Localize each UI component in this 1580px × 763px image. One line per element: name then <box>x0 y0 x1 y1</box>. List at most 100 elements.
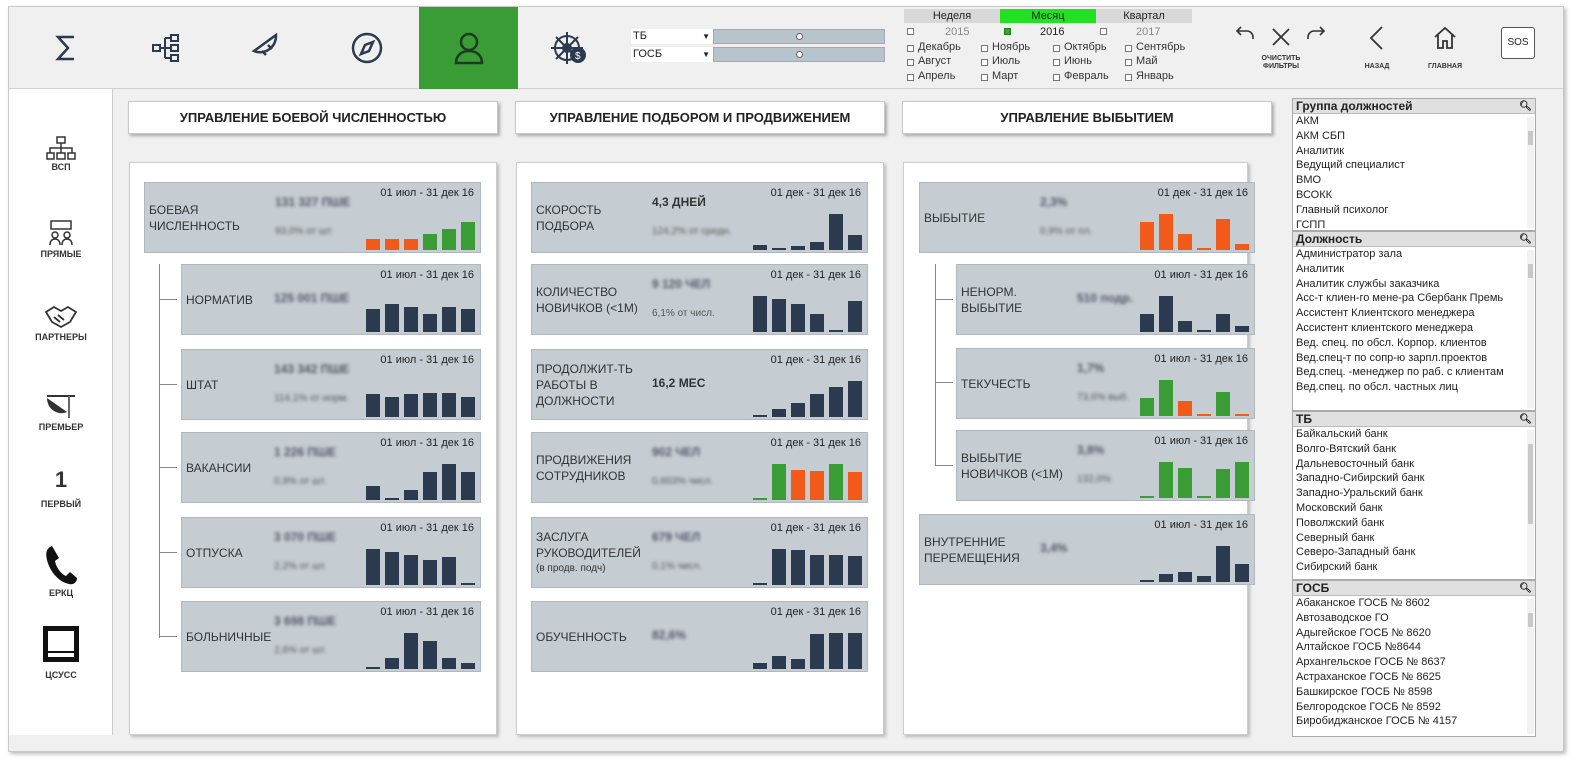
kpi-card[interactable]: ВЫБЫТИЕ НОВИЧКОВ (<1M) 3,8% 132,0% 01 июл -… <box>956 430 1255 501</box>
sigma-icon[interactable] <box>17 7 117 89</box>
sidebar-item-partners[interactable]: ПАРТНЕРЫ <box>9 304 113 342</box>
tab-month[interactable]: Месяц <box>1000 9 1096 23</box>
back-button[interactable]: НАЗАД <box>1359 25 1395 70</box>
month-checkbox[interactable] <box>1125 45 1132 52</box>
redo-icon[interactable] <box>1305 25 1327 43</box>
scrollbar[interactable] <box>1527 117 1534 228</box>
sidebar-item-csus[interactable]: ЦСУСС <box>9 624 113 680</box>
month-checkbox[interactable] <box>981 59 988 66</box>
scrollbar[interactable] <box>1527 430 1534 577</box>
kpi-card[interactable]: ПРОДВИЖЕНИЯ СОТРУДНИКОВ 902 ЧЕЛ 0,603% чис… <box>531 432 868 503</box>
listbox-gosb[interactable]: ГОСБ 🔍︎ Абаканское ГОСБ № 8602 Автозаводско… <box>1292 580 1536 737</box>
search-icon[interactable]: 🔍︎ <box>1519 234 1532 245</box>
clear-filters-button[interactable]: ОЧИСТИТЬ ФИЛЬТРЫ <box>1258 27 1304 71</box>
search-icon[interactable]: 🔍︎ <box>1519 583 1532 594</box>
listbox-item[interactable]: Поволжский банк <box>1296 516 1385 529</box>
listbox-item[interactable]: Вед.спец-т по сопр-ю зарпл.проектов <box>1296 351 1488 364</box>
listbox-item[interactable]: Автозаводское ГО <box>1296 611 1389 624</box>
user-icon[interactable] <box>419 7 518 89</box>
sidebar-item-vsp[interactable]: ВСП <box>9 136 113 172</box>
month-checkbox[interactable] <box>981 45 988 52</box>
kpi-card[interactable]: ОБУЧЕННОСТЬ 82,6% 01 дек - 31 дек 16 <box>531 601 868 672</box>
listbox-item[interactable]: Вед. спец. по обсл. Корпор. клиентов <box>1296 336 1487 349</box>
year-2015-checkbox[interactable] <box>907 28 914 35</box>
listbox-item[interactable]: АКМ СБП <box>1296 129 1346 142</box>
month-checkbox[interactable] <box>1125 74 1132 81</box>
tb-select[interactable]: ТБ ▼ <box>631 29 713 44</box>
listbox-item[interactable]: Биробиджанское ГОСБ № 4157 <box>1296 715 1458 728</box>
listbox-item[interactable]: Сибирский банк <box>1296 561 1378 574</box>
listbox-item[interactable]: Московский банк <box>1296 501 1383 514</box>
gosb-slider[interactable] <box>713 47 885 62</box>
sidebar-item-premier[interactable]: ПРЕМЬЕР <box>9 386 113 432</box>
listbox-item[interactable]: Аналитик службы заказчика <box>1296 277 1440 290</box>
month-checkbox[interactable] <box>907 74 914 81</box>
kpi-card[interactable]: СКОРОСТЬ ПОДБОРА 4,3 ДНЕЙ 124,2% от средн.… <box>531 182 868 253</box>
listbox-item[interactable]: Белгородское ГОСБ № 8592 <box>1296 700 1441 713</box>
kpi-card[interactable]: ПРОДОЛЖИТ-ТЬ РАБОТЫ В ДОЛЖНОСТИ 16,2 МЕС 0… <box>531 349 868 420</box>
month-checkbox[interactable] <box>981 74 988 81</box>
sidebar-item-erkc[interactable]: ЕРКЦ <box>9 544 113 598</box>
search-icon[interactable]: 🔍︎ <box>1519 101 1532 112</box>
scrollbar[interactable] <box>1527 599 1534 734</box>
listbox-position[interactable]: Должность 🔍︎ Администратор зала Аналитик Ана… <box>1292 231 1536 411</box>
pie-icon[interactable] <box>217 7 317 89</box>
listbox-item[interactable]: ВСОКК <box>1296 188 1333 201</box>
kpi-card[interactable]: КОЛИЧЕСТВО НОВИЧКОВ (<1M) 9 120 ЧЕЛ 6,1% о… <box>531 264 868 335</box>
sidebar-item-direct[interactable]: ПРЯМЫЕ <box>9 219 113 259</box>
listbox-item[interactable]: Западно-Сибирский банк <box>1296 472 1425 485</box>
home-button[interactable]: ГЛАВНАЯ <box>1422 25 1468 70</box>
month-checkbox[interactable] <box>1125 59 1132 66</box>
listbox-item[interactable]: Асс-т клиен-го мене-ра Сбербанк Премь <box>1296 292 1504 305</box>
kpi-card[interactable]: ВЫБЫТИЕ 2,3% 0,9% от пл. 01 дек - 31 дек 16 <box>919 182 1255 253</box>
wheel-money-icon[interactable]: $ <box>519 7 619 89</box>
kpi-card[interactable]: НОРМАТИВ 125 001 ПШЕ 01 июл - 31 дек 16 <box>181 264 481 335</box>
listbox-item[interactable]: Вед.спец. -менеджер по раб. с клиентам <box>1296 366 1504 379</box>
kpi-card[interactable]: ТЕКУЧЕСТЬ 1,7% 73,6% выб. 01 июл - 31 дек 1… <box>956 348 1255 419</box>
listbox-item[interactable]: Адыгейское ГОСБ № 8620 <box>1296 626 1431 639</box>
month-checkbox[interactable] <box>1053 59 1060 66</box>
month-checkbox[interactable] <box>1053 74 1060 81</box>
kpi-card[interactable]: ВНУТРЕННИЕ ПЕРЕМЕЩЕНИЯ 3,4% 01 июл - 31 де… <box>919 514 1255 585</box>
gosb-select[interactable]: ГОСБ ▼ <box>631 47 713 62</box>
listbox-item[interactable]: Астраханское ГОСБ № 8625 <box>1296 670 1441 683</box>
listbox-item[interactable]: АКМ <box>1296 115 1319 127</box>
listbox-item[interactable]: Абаканское ГОСБ № 8602 <box>1296 597 1430 609</box>
listbox-item[interactable]: Ассистент Клиентского менеджера <box>1296 307 1475 320</box>
sos-button[interactable]: SOS <box>1501 27 1535 59</box>
section-header-button[interactable]: УПРАВЛЕНИЕ ПОДБОРОМ И ПРОДВИЖЕНИЕМ <box>515 101 885 134</box>
listbox-item[interactable]: Аналитик <box>1296 144 1345 157</box>
compass-icon[interactable] <box>317 7 417 89</box>
listbox-item[interactable]: Северный банк <box>1296 531 1375 544</box>
listbox-job-group[interactable]: Группа должностей 🔍︎ АКМ АКМ СБП Аналитик Вед… <box>1292 98 1536 231</box>
tab-week[interactable]: Неделя <box>904 9 1000 23</box>
listbox-item[interactable]: Главный психолог <box>1296 203 1389 216</box>
section-header-button[interactable]: УПРАВЛЕНИЕ ВЫБЫТИЕМ <box>902 101 1272 134</box>
kpi-card[interactable]: ШТАТ 143 342 ПШЕ 114,1% от норм. 01 июл - 3… <box>181 349 481 420</box>
scrollbar[interactable] <box>1527 250 1534 408</box>
kpi-card[interactable]: БОЕВАЯ ЧИСЛЕННОСТЬ 131 327 ПШЕ 93,0% от шт… <box>144 182 481 253</box>
tb-slider[interactable] <box>713 29 885 44</box>
listbox-item[interactable]: Волго-Вятский банк <box>1296 442 1396 455</box>
kpi-card[interactable]: НЕНОРМ. ВЫБЫТИЕ 510 подр. 01 июл - 31 дек … <box>956 264 1255 335</box>
kpi-card[interactable]: ВАКАНСИИ 1 226 ПШЕ 0,9% от шт. 01 июл - 31 … <box>181 432 481 503</box>
listbox-item[interactable]: Администратор зала <box>1296 248 1403 260</box>
listbox-item[interactable]: Байкальский банк <box>1296 428 1388 440</box>
listbox-tb[interactable]: ТБ 🔍︎ Байкальский банк Волго-Вятский банк Да… <box>1292 411 1536 580</box>
tab-quarter[interactable]: Квартал <box>1096 9 1192 23</box>
kpi-card[interactable]: ОТПУСКА 3 070 ПШЕ 2,2% от шт. 01 июл - 31 д… <box>181 517 481 588</box>
kpi-card[interactable]: БОЛЬНИЧНЫЕ 3 698 ПШЕ 2,6% от шт. 01 июл - 3… <box>181 601 481 672</box>
listbox-item[interactable]: Ведущий специалист <box>1296 159 1405 172</box>
listbox-item[interactable]: Алтайское ГОСБ №8644 <box>1296 641 1422 654</box>
listbox-item[interactable]: ГСПП <box>1296 218 1326 231</box>
section-header-button[interactable]: УПРАВЛЕНИЕ БОЕВОЙ ЧИСЛЕННОСТЬЮ <box>128 101 498 134</box>
kpi-card[interactable]: ЗАСЛУГА РУКОВОДИТЕЛЕЙ (в продв. подч) 679 … <box>531 517 868 588</box>
listbox-item[interactable]: Вед.спец. по обсл. частных лиц <box>1296 381 1458 394</box>
hierarchy-icon[interactable] <box>117 7 217 89</box>
undo-icon[interactable] <box>1234 25 1256 43</box>
listbox-item[interactable]: Аналитик <box>1296 262 1345 275</box>
listbox-item[interactable]: Северо-Западный банк <box>1296 546 1416 559</box>
listbox-item[interactable]: Западно-Уральский банк <box>1296 487 1423 500</box>
listbox-item[interactable]: Ассистент клиентского менеджера <box>1296 321 1474 334</box>
listbox-item[interactable]: Дальневосточный банк <box>1296 457 1415 470</box>
